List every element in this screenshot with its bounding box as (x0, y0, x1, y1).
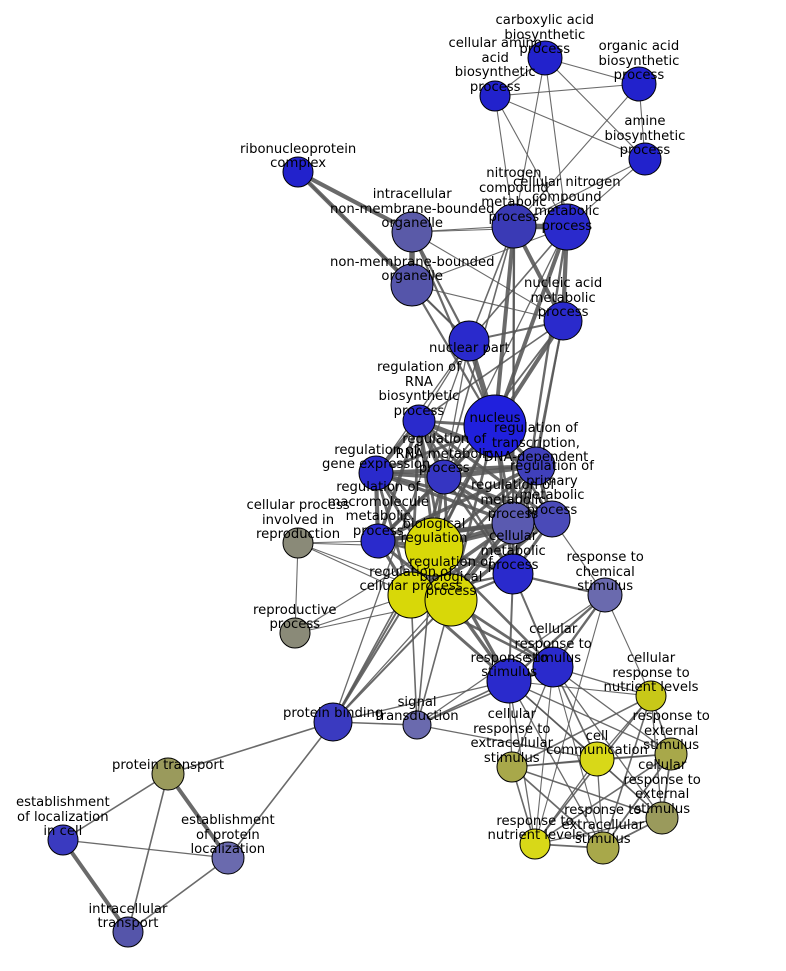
graph-node-response_to_stimulus[interactable] (486, 658, 532, 704)
graph-edge (167, 721, 334, 775)
graph-edge (534, 817, 663, 845)
graph-edge (411, 284, 564, 322)
graph-node-response_extracellular_stimulus[interactable] (586, 831, 620, 865)
graph-edge (494, 83, 640, 97)
graph-node-response_chemical_stimulus[interactable] (587, 577, 623, 613)
graph-edge (604, 594, 652, 697)
graph-edge (544, 57, 568, 228)
graph-edge (552, 666, 672, 755)
graph-node-reg_primary_metab[interactable] (533, 500, 571, 538)
graph-edge (376, 464, 538, 543)
graph-node-nitrogen_compound_metab[interactable] (491, 203, 537, 249)
graph-edge (544, 57, 646, 160)
graph-node-nuclear_part[interactable] (448, 320, 490, 362)
graph-node-intracellular_nmb_organelle[interactable] (391, 211, 433, 253)
graph-node-nucleus[interactable] (463, 394, 527, 458)
graph-node-reproductive_process[interactable] (279, 617, 311, 649)
graph-node-biological_regulation[interactable] (404, 517, 464, 577)
graph-edge (534, 666, 554, 845)
graph-node-ribonucleoprotein_complex[interactable] (282, 156, 314, 188)
graph-edge (295, 169, 415, 235)
graph-node-reg_rna_metab_process[interactable] (426, 459, 462, 495)
graph-node-reg_metabolic_process[interactable] (491, 501, 535, 545)
graph-edge (513, 83, 640, 227)
graph-edge (227, 721, 334, 859)
graph-node-cellular_nitrogen_compound_metab[interactable] (543, 203, 591, 251)
graph-edge (332, 522, 514, 723)
graph-edge (602, 753, 672, 849)
graph-edge (443, 226, 568, 478)
graph-node-reg_rna_bio_process[interactable] (402, 404, 436, 438)
graph-node-nucleic_acid_metab[interactable] (543, 301, 583, 341)
graph-edge (493, 224, 516, 428)
node-layer (47, 40, 688, 948)
graph-edge (62, 773, 169, 841)
graph-edge (513, 57, 546, 227)
graph-edge (61, 838, 130, 934)
graph-edge (332, 594, 412, 723)
graph-node-response_external_stimulus[interactable] (654, 737, 688, 771)
graph-edge (127, 773, 169, 933)
graph-node-cellular_amino_acid_bio[interactable] (479, 80, 511, 112)
graph-edge (552, 666, 604, 849)
edge-layer (61, 57, 672, 934)
graph-edge (535, 320, 564, 467)
graph-node-cellular_response_extracellular[interactable] (496, 751, 528, 783)
graph-node-signal_transduction[interactable] (402, 710, 432, 740)
graph-node-cellular_response_external[interactable] (645, 801, 679, 835)
graph-edge (410, 230, 471, 343)
graph-edge (511, 766, 604, 849)
graph-node-nmb_organelle[interactable] (390, 263, 434, 307)
graph-edge (602, 695, 652, 849)
graph-edge (332, 680, 510, 723)
graph-edge (511, 766, 663, 819)
graph-edge (418, 320, 564, 422)
graph-node-protein_transport[interactable] (151, 757, 185, 791)
graph-node-establishment_localization_cell[interactable] (47, 824, 79, 856)
graph-node-organic_acid_bio[interactable] (621, 66, 657, 102)
graph-node-carboxylic_acid_bio[interactable] (527, 40, 563, 76)
graph-node-response_nutrient_levels[interactable] (519, 828, 551, 860)
graph-edge (494, 95, 646, 160)
graph-edge (534, 594, 606, 845)
graph-node-establishment_protein_localization[interactable] (211, 841, 245, 875)
graph-node-reg_gene_expression[interactable] (358, 455, 394, 491)
graph-edge (493, 225, 569, 428)
graph-edge (513, 158, 646, 227)
graph-node-amine_bio[interactable] (628, 142, 662, 176)
graph-edge (534, 753, 672, 845)
graph-node-cellular_response_stimulus[interactable] (532, 646, 574, 688)
graph-edge (62, 839, 229, 859)
graph-node-cellular_process_reproduction[interactable] (282, 527, 314, 559)
graph-node-cellular_response_nutrient[interactable] (635, 680, 667, 712)
graph-edge (416, 546, 435, 726)
graph-edge (332, 340, 470, 723)
graph-edge (511, 695, 652, 768)
graph-node-reg_transcription_dna[interactable] (516, 446, 556, 486)
graph-edge (508, 680, 604, 849)
graph-edge (468, 226, 568, 342)
graph-node-cell_communication[interactable] (579, 741, 615, 777)
graph-edge (416, 724, 598, 760)
graph-edge (508, 680, 652, 697)
graph-node-cellular_metabolic_process[interactable] (492, 553, 534, 595)
graph-node-protein_binding[interactable] (313, 702, 353, 742)
graph-edge (411, 226, 568, 286)
graph-edge (332, 599, 452, 723)
graph-edge (127, 857, 229, 933)
graph-node-reg_biological_process[interactable] (424, 573, 478, 627)
graph-node-reg_macromolecule_metab[interactable] (360, 523, 396, 559)
graph-edge (166, 772, 230, 860)
graph-node-intracellular_transport[interactable] (112, 916, 144, 948)
